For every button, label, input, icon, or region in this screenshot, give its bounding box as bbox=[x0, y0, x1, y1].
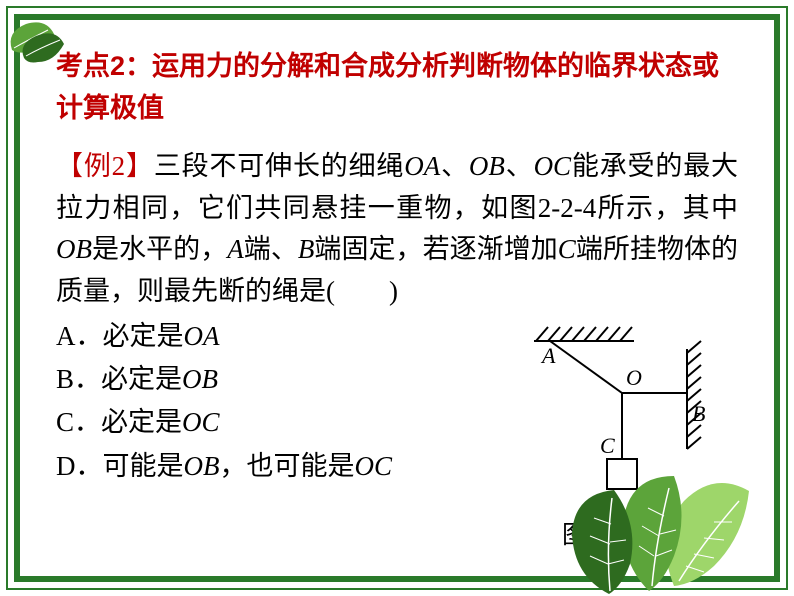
problem-text: 三段不可伸长的细绳OA、OB、OC能承受的最大拉力相同，它们共同悬挂一重物，如图… bbox=[56, 151, 738, 307]
leaf-decoration-bottom bbox=[564, 446, 764, 596]
problem-statement: 【例2】三段不可伸长的细绳OA、OB、OC能承受的最大拉力相同，它们共同悬挂一重… bbox=[56, 146, 738, 313]
label-a: A bbox=[540, 343, 556, 368]
example-label: 【例2】 bbox=[56, 151, 154, 181]
label-o: O bbox=[626, 365, 642, 390]
label-b: B bbox=[692, 401, 705, 426]
leaf-decoration-top bbox=[4, 18, 74, 78]
topic-heading: 考点2：运用力的分解和合成分析判断物体的临界状态或计算极值 bbox=[56, 46, 738, 130]
